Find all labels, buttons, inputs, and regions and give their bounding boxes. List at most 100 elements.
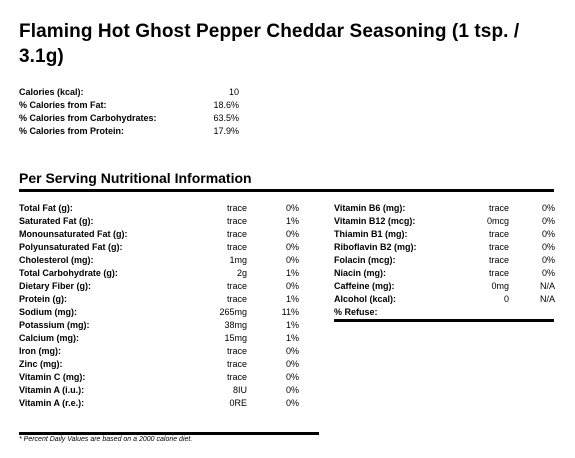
nutrient-name: Zinc (mg): bbox=[19, 358, 63, 369]
nutrient-name: Calcium (mg): bbox=[19, 332, 80, 343]
table-row: Thiamin B1 (mg): trace 0% bbox=[334, 227, 555, 240]
nutrient-name: Protein (g): bbox=[19, 293, 67, 304]
table-row: Total Carbohydrate (g): 2g 1% bbox=[19, 266, 299, 279]
nutrient-amount: trace bbox=[488, 254, 509, 265]
nutrient-dv: 0% bbox=[285, 371, 299, 382]
nutrient-amount: trace bbox=[488, 228, 509, 239]
nutrient-table-left: Total Fat (g): trace 0% Saturated Fat (g):… bbox=[19, 201, 299, 409]
nutrient-amount: 0mg bbox=[491, 280, 509, 291]
nutrient-dv: 0% bbox=[285, 254, 299, 265]
summary-value: 10 bbox=[228, 87, 239, 97]
table-row: Dietary Fiber (g): trace 0% bbox=[19, 279, 299, 292]
nutrient-name: Potassium (mg): bbox=[19, 319, 90, 330]
table-row: Caffeine (mg): 0mg N/A bbox=[334, 279, 555, 292]
nutrient-amount: trace bbox=[226, 228, 247, 239]
nutrient-name: Alcohol (kcal): bbox=[334, 293, 397, 304]
table-row: Vitamin A (i.u.): 8IU 0% bbox=[19, 383, 299, 396]
nutrient-amount: 38mg bbox=[224, 319, 247, 330]
nutrient-dv: N/A bbox=[539, 293, 555, 304]
nutrient-amount: 0RE bbox=[229, 397, 247, 408]
nutrient-dv: 0% bbox=[285, 241, 299, 252]
nutrient-amount: trace bbox=[226, 215, 247, 226]
nutrient-name: Vitamin B12 (mcg): bbox=[334, 215, 416, 226]
nutrient-dv: 0% bbox=[541, 202, 555, 213]
nutrient-name: Niacin (mg): bbox=[334, 267, 387, 278]
nutrient-name: Saturated Fat (g): bbox=[19, 215, 94, 226]
table-row: % Refuse: bbox=[334, 305, 555, 318]
nutrient-name: Vitamin C (mg): bbox=[19, 371, 86, 382]
nutrient-amount: 1mg bbox=[229, 254, 247, 265]
nutrient-name: Vitamin A (i.u.): bbox=[19, 384, 85, 395]
table-row: Total Fat (g): trace 0% bbox=[19, 201, 299, 214]
nutrient-name: Vitamin A (r.e.): bbox=[19, 397, 85, 408]
nutrient-dv: 1% bbox=[285, 215, 299, 226]
nutrient-dv: 0% bbox=[285, 345, 299, 356]
table-row: Sodium (mg): 265mg 11% bbox=[19, 305, 299, 318]
nutrient-name: Sodium (mg): bbox=[19, 306, 77, 317]
summary-value: 17.9% bbox=[213, 126, 239, 136]
table-row: Calcium (mg): 15mg 1% bbox=[19, 331, 299, 344]
nutrient-name: Cholesterol (mg): bbox=[19, 254, 94, 265]
section-title: Per Serving Nutritional Information bbox=[19, 170, 252, 186]
summary-value: 18.6% bbox=[213, 100, 239, 110]
nutrient-amount: 265mg bbox=[219, 306, 247, 317]
nutrient-name: Riboflavin B2 (mg): bbox=[334, 241, 417, 252]
table-row: Vitamin B6 (mg): trace 0% bbox=[334, 201, 555, 214]
table-row: Folacin (mcg): trace 0% bbox=[334, 253, 555, 266]
nutrient-dv: 0% bbox=[541, 241, 555, 252]
nutrient-name: Folacin (mcg): bbox=[334, 254, 396, 265]
nutrient-dv: 0% bbox=[285, 280, 299, 291]
page-title: Flaming Hot Ghost Pepper Cheddar Seasoni… bbox=[19, 21, 520, 67]
footnote-rule bbox=[19, 432, 319, 435]
nutrient-dv: 0% bbox=[285, 397, 299, 408]
nutrient-name: Vitamin B6 (mg): bbox=[334, 202, 406, 213]
nutrient-dv: 1% bbox=[285, 332, 299, 343]
nutrient-amount: trace bbox=[226, 293, 247, 304]
summary-label: % Calories from Carbohydrates: bbox=[19, 113, 157, 123]
table-row: Saturated Fat (g): trace 1% bbox=[19, 214, 299, 227]
table-row: Protein (g): trace 1% bbox=[19, 292, 299, 305]
nutrient-name: Caffeine (mg): bbox=[334, 280, 395, 291]
nutrient-name: Polyunsaturated Fat (g): bbox=[19, 241, 123, 252]
nutrient-name: Total Fat (g): bbox=[19, 202, 73, 213]
summary-label: Calories (kcal): bbox=[19, 87, 84, 97]
nutrient-amount: 0 bbox=[503, 293, 509, 304]
calorie-summary: Calories (kcal): 10 % Calories from Fat: 1… bbox=[19, 87, 239, 139]
table-row: Zinc (mg): trace 0% bbox=[19, 357, 299, 370]
nutrient-amount: trace bbox=[488, 202, 509, 213]
table-row: Alcohol (kcal): 0 N/A bbox=[334, 292, 555, 305]
nutrient-dv: 1% bbox=[285, 319, 299, 330]
footnote: * Percent Daily Values are based on a 20… bbox=[19, 436, 193, 443]
summary-row: Calories (kcal): 10 bbox=[19, 87, 239, 100]
table-row: Cholesterol (mg): 1mg 0% bbox=[19, 253, 299, 266]
nutrient-amount: 2g bbox=[236, 267, 247, 278]
table-row: Riboflavin B2 (mg): trace 0% bbox=[334, 240, 555, 253]
nutrient-dv: 0% bbox=[285, 358, 299, 369]
summary-label: % Calories from Fat: bbox=[19, 100, 107, 110]
nutrient-amount: trace bbox=[226, 371, 247, 382]
nutrient-table-right: Vitamin B6 (mg): trace 0% Vitamin B12 (mcg… bbox=[334, 201, 555, 318]
nutrient-dv: 0% bbox=[285, 228, 299, 239]
table-row: Vitamin B12 (mcg): 0mcg 0% bbox=[334, 214, 555, 227]
nutrient-name: Iron (mg): bbox=[19, 345, 61, 356]
nutrient-dv: 1% bbox=[285, 293, 299, 304]
summary-value: 63.5% bbox=[213, 113, 239, 123]
nutrient-amount: trace bbox=[226, 241, 247, 252]
nutrient-name: % Refuse: bbox=[334, 306, 378, 317]
nutrient-dv: 0% bbox=[541, 267, 555, 278]
section-divider bbox=[19, 189, 554, 192]
nutrient-name: Total Carbohydrate (g): bbox=[19, 267, 118, 278]
nutrient-amount: trace bbox=[226, 280, 247, 291]
nutrient-amount: trace bbox=[226, 345, 247, 356]
table-row: Iron (mg): trace 0% bbox=[19, 344, 299, 357]
table-row: Polyunsaturated Fat (g): trace 0% bbox=[19, 240, 299, 253]
nutrient-amount: 8IU bbox=[232, 384, 247, 395]
nutrient-name: Monounsaturated Fat (g): bbox=[19, 228, 128, 239]
table-row: Vitamin C (mg): trace 0% bbox=[19, 370, 299, 383]
nutrient-dv: 1% bbox=[285, 267, 299, 278]
summary-row: % Calories from Protein: 17.9% bbox=[19, 126, 239, 139]
nutrient-dv: 0% bbox=[541, 254, 555, 265]
nutrient-dv: 0% bbox=[285, 384, 299, 395]
nutrient-dv: N/A bbox=[539, 280, 555, 291]
nutrient-amount: trace bbox=[226, 358, 247, 369]
